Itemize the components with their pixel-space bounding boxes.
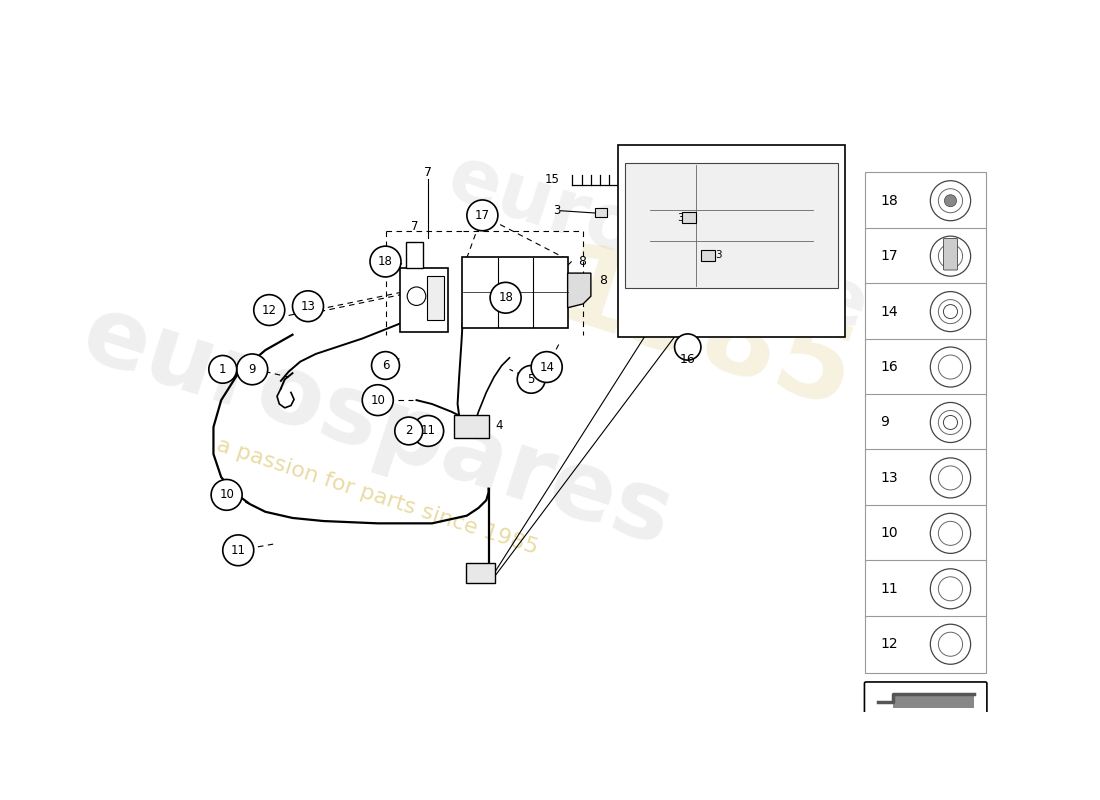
Text: 3: 3 — [676, 213, 683, 222]
Circle shape — [466, 200, 498, 230]
Text: 14: 14 — [539, 361, 554, 374]
Text: 8: 8 — [598, 274, 606, 287]
Text: 10: 10 — [371, 394, 385, 406]
Text: 3: 3 — [553, 204, 560, 218]
FancyBboxPatch shape — [866, 505, 986, 562]
Circle shape — [236, 354, 267, 385]
Circle shape — [370, 246, 402, 277]
FancyBboxPatch shape — [466, 563, 495, 583]
Text: 6: 6 — [382, 359, 389, 372]
FancyBboxPatch shape — [400, 269, 449, 332]
Text: 955 02: 955 02 — [894, 718, 957, 736]
Circle shape — [491, 282, 521, 313]
Text: 13: 13 — [300, 300, 316, 313]
Text: 10: 10 — [219, 488, 234, 502]
Text: 12: 12 — [880, 638, 898, 651]
Text: 11: 11 — [880, 582, 898, 596]
Polygon shape — [893, 694, 974, 708]
Circle shape — [944, 305, 957, 318]
FancyBboxPatch shape — [682, 212, 695, 223]
Text: 18: 18 — [498, 291, 513, 304]
FancyBboxPatch shape — [454, 414, 488, 438]
FancyBboxPatch shape — [625, 163, 838, 288]
FancyBboxPatch shape — [866, 172, 986, 230]
Circle shape — [517, 366, 546, 394]
FancyBboxPatch shape — [866, 394, 986, 451]
Circle shape — [674, 334, 701, 360]
Circle shape — [211, 479, 242, 510]
Text: 14: 14 — [880, 305, 898, 318]
Circle shape — [944, 415, 957, 430]
Text: 11: 11 — [231, 544, 245, 557]
Text: 9: 9 — [880, 415, 889, 430]
Text: 1985: 1985 — [540, 236, 867, 434]
Circle shape — [412, 415, 443, 446]
Text: 8: 8 — [578, 255, 585, 268]
Circle shape — [254, 294, 285, 326]
FancyBboxPatch shape — [406, 242, 424, 268]
Text: 18: 18 — [378, 255, 393, 268]
FancyBboxPatch shape — [462, 257, 569, 328]
Text: 11: 11 — [420, 425, 436, 438]
Text: 2: 2 — [405, 425, 412, 438]
Circle shape — [222, 535, 254, 566]
Text: 16: 16 — [880, 360, 898, 374]
Text: 13: 13 — [880, 471, 898, 485]
Text: 4: 4 — [495, 419, 503, 432]
Text: 10: 10 — [880, 526, 898, 540]
Text: 18: 18 — [880, 194, 898, 208]
FancyBboxPatch shape — [427, 276, 444, 320]
Text: 5: 5 — [528, 373, 535, 386]
Text: 7: 7 — [425, 166, 432, 179]
FancyBboxPatch shape — [866, 713, 986, 742]
FancyBboxPatch shape — [866, 228, 986, 285]
FancyBboxPatch shape — [866, 450, 986, 506]
Text: 9: 9 — [249, 363, 256, 376]
Circle shape — [945, 194, 957, 206]
FancyBboxPatch shape — [618, 145, 845, 337]
Text: eurospares: eurospares — [439, 140, 921, 360]
Circle shape — [362, 385, 394, 415]
Circle shape — [531, 352, 562, 382]
Circle shape — [372, 352, 399, 379]
Text: 7: 7 — [411, 220, 419, 233]
Text: 12: 12 — [262, 303, 277, 317]
FancyBboxPatch shape — [701, 250, 715, 261]
Polygon shape — [568, 273, 591, 308]
Text: 15: 15 — [546, 174, 560, 186]
Text: eurospares: eurospares — [72, 288, 684, 566]
FancyBboxPatch shape — [865, 682, 987, 715]
Text: 3: 3 — [716, 250, 723, 260]
Text: 1: 1 — [219, 363, 227, 376]
FancyBboxPatch shape — [866, 283, 986, 340]
Circle shape — [209, 355, 236, 383]
Text: 16: 16 — [680, 353, 695, 366]
Text: a passion for parts since 1985: a passion for parts since 1985 — [214, 435, 541, 558]
FancyBboxPatch shape — [866, 338, 986, 395]
Circle shape — [395, 417, 422, 445]
Text: 17: 17 — [475, 209, 490, 222]
FancyBboxPatch shape — [595, 208, 607, 217]
Text: 17: 17 — [880, 249, 898, 263]
FancyBboxPatch shape — [866, 560, 986, 618]
FancyBboxPatch shape — [866, 616, 986, 673]
FancyBboxPatch shape — [944, 238, 957, 270]
Circle shape — [293, 291, 323, 322]
